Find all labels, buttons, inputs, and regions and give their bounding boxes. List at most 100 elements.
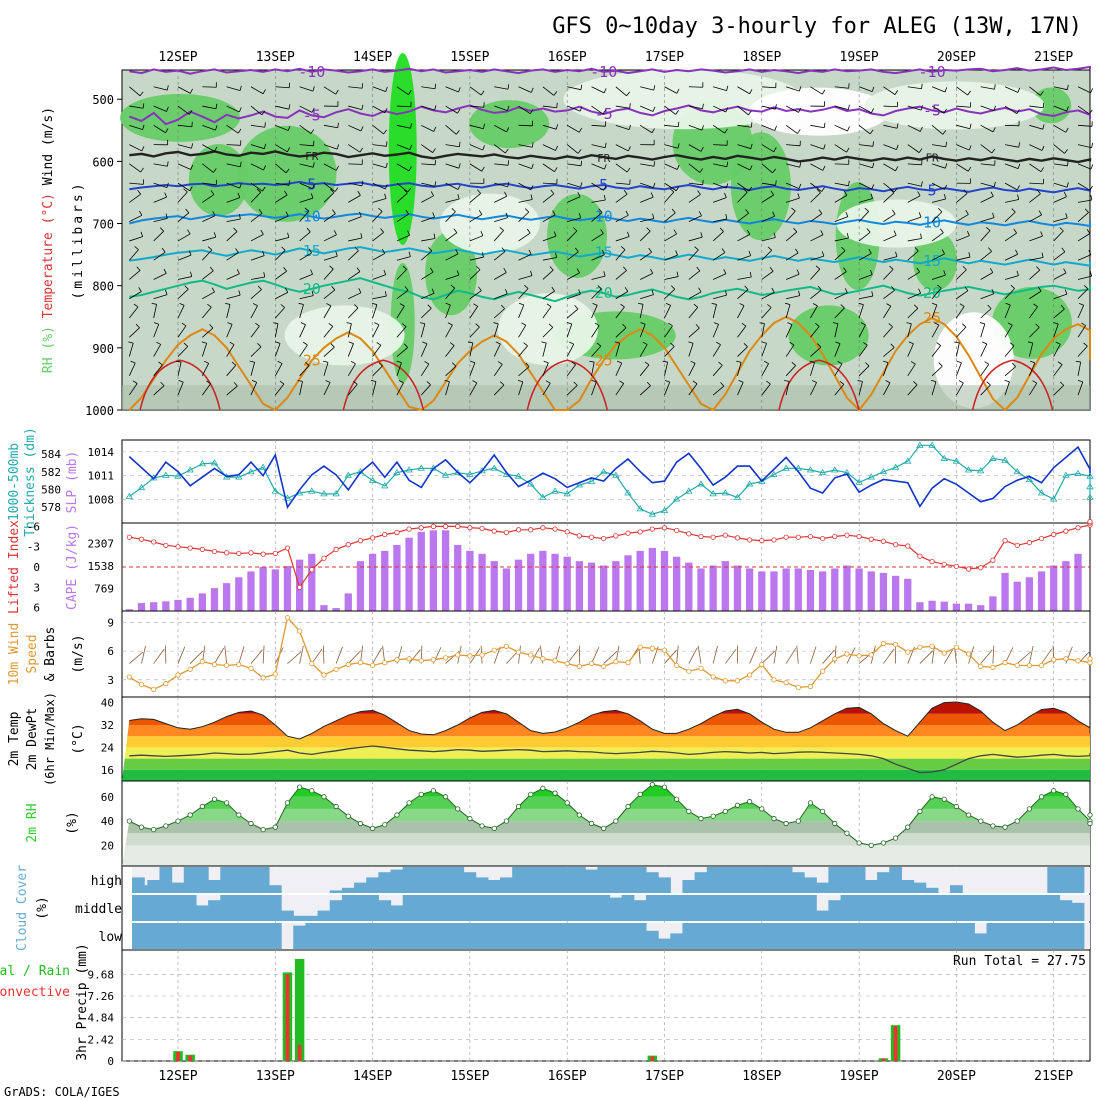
wind10-line-point [832, 656, 838, 662]
wind-barb [858, 365, 870, 377]
wind-barb [1077, 124, 1093, 127]
wind-barb [250, 346, 262, 357]
cloud-bar-high [354, 882, 367, 893]
wind-barb [396, 213, 409, 222]
wind-barb [445, 163, 460, 169]
wind-barb-flag [209, 266, 214, 272]
wind10-barb [372, 647, 382, 664]
wind-barb [542, 327, 554, 338]
wind10-line-point [369, 662, 376, 669]
li-line-point [163, 542, 169, 548]
thickness-ylabel-b: Thickness (dm) [23, 427, 38, 537]
wind-barb [542, 306, 552, 319]
wind10-line-point [978, 663, 984, 670]
wind-barb-flag [918, 212, 922, 218]
precip-convective-bar [881, 1058, 886, 1061]
wind10-barb [189, 650, 204, 664]
li-line-point [1014, 542, 1020, 548]
rh2m-line-point [321, 794, 327, 800]
wind-barb [931, 211, 943, 222]
wind-barb-flag [275, 341, 281, 344]
cloud-bar-low [998, 923, 1012, 949]
wind-barb [810, 163, 823, 171]
wind-barb [1053, 343, 1061, 357]
wind-barb [615, 182, 630, 185]
wind-barb-flag [300, 322, 306, 325]
wind-barb [372, 253, 386, 261]
wind-barb-flag [310, 129, 315, 134]
wind-barb-flag [1033, 303, 1038, 308]
wind-barb-flag [330, 343, 335, 348]
wind-barb [785, 252, 799, 261]
wind-barb-flag [726, 85, 729, 91]
wind-barb [834, 105, 849, 111]
precip-total-bar [294, 958, 305, 1061]
cape-bar [186, 597, 194, 611]
rh2m-line-point [941, 796, 947, 802]
cape-bar [904, 578, 912, 611]
wind-barb-flag [447, 322, 453, 326]
li-line-point [941, 561, 947, 567]
wind-barb [688, 343, 694, 357]
wind-barb [956, 382, 964, 396]
wind-barb [202, 194, 215, 203]
thickness-line-point [758, 477, 766, 484]
wind-barb [323, 268, 334, 280]
wind-barb [858, 231, 871, 242]
top-date-axis: 12SEP 13SEP 14SEP 15SEP 16SEP 17SEP 18SEP 19SEP… [158, 50, 1073, 65]
wind-barb [469, 362, 476, 376]
wind-barb-flag [592, 302, 598, 306]
wind-barb [712, 273, 727, 280]
wind-barb [518, 253, 532, 261]
wind-barb [372, 198, 387, 203]
wind-barb-flag [848, 180, 850, 186]
wind-barb [786, 295, 800, 300]
wind-barb [1004, 304, 1011, 319]
wind-barb [980, 182, 995, 188]
wind-barb-flag [793, 227, 798, 233]
wind-barb [1029, 193, 1041, 203]
temperature-contour-30 [971, 359, 1054, 411]
wind-barb-flag [211, 287, 215, 293]
wind-barb [980, 323, 986, 338]
wind10-barb [724, 648, 737, 664]
wind10-line-point [820, 668, 826, 674]
wind-barb-flag [573, 381, 578, 386]
wind-barb-flag [176, 360, 182, 363]
wind-barb [713, 294, 727, 300]
wind-barb [469, 290, 482, 300]
thickness-line-point [563, 490, 571, 497]
temp2m-tick-label: 16 [101, 764, 114, 777]
wind-barb [129, 86, 141, 97]
wind-barb-flag [775, 180, 777, 186]
wind-barb-flag [237, 128, 242, 134]
wind-barb [1004, 275, 1019, 280]
wind-barb-flag [982, 341, 988, 345]
temperature-contour-5 [129, 180, 1091, 194]
wind-barb-flag [541, 341, 547, 344]
temperature-contour-label: 5 [928, 182, 937, 200]
cloud-bar-high [427, 867, 440, 893]
wind10-barb [408, 649, 421, 664]
wind-barb [956, 269, 967, 280]
temperature-contour-label: FR [925, 151, 939, 164]
wind-barb-flag [236, 269, 240, 274]
wind-barb [785, 231, 798, 242]
thickness-line-point [466, 470, 474, 477]
wind-barb [420, 307, 432, 319]
wind-barb [810, 213, 823, 222]
cloud-bar-low [560, 923, 574, 949]
wind-barb [980, 251, 992, 261]
cloud-bar-low [962, 923, 975, 949]
wind-barb [348, 144, 361, 153]
cloud-bar-low [171, 923, 185, 949]
wind-barb-flag [480, 90, 485, 96]
thickness-line-point [125, 492, 134, 499]
temp2m-tick-label: 40 [101, 697, 114, 710]
wind-barb-flag [385, 162, 388, 168]
wind-barb-flag [697, 190, 701, 195]
wind-barb [445, 345, 455, 357]
wind-barb [907, 163, 922, 166]
wind10-barb [1041, 648, 1053, 664]
pressure-tick-label: 600 [92, 155, 114, 169]
